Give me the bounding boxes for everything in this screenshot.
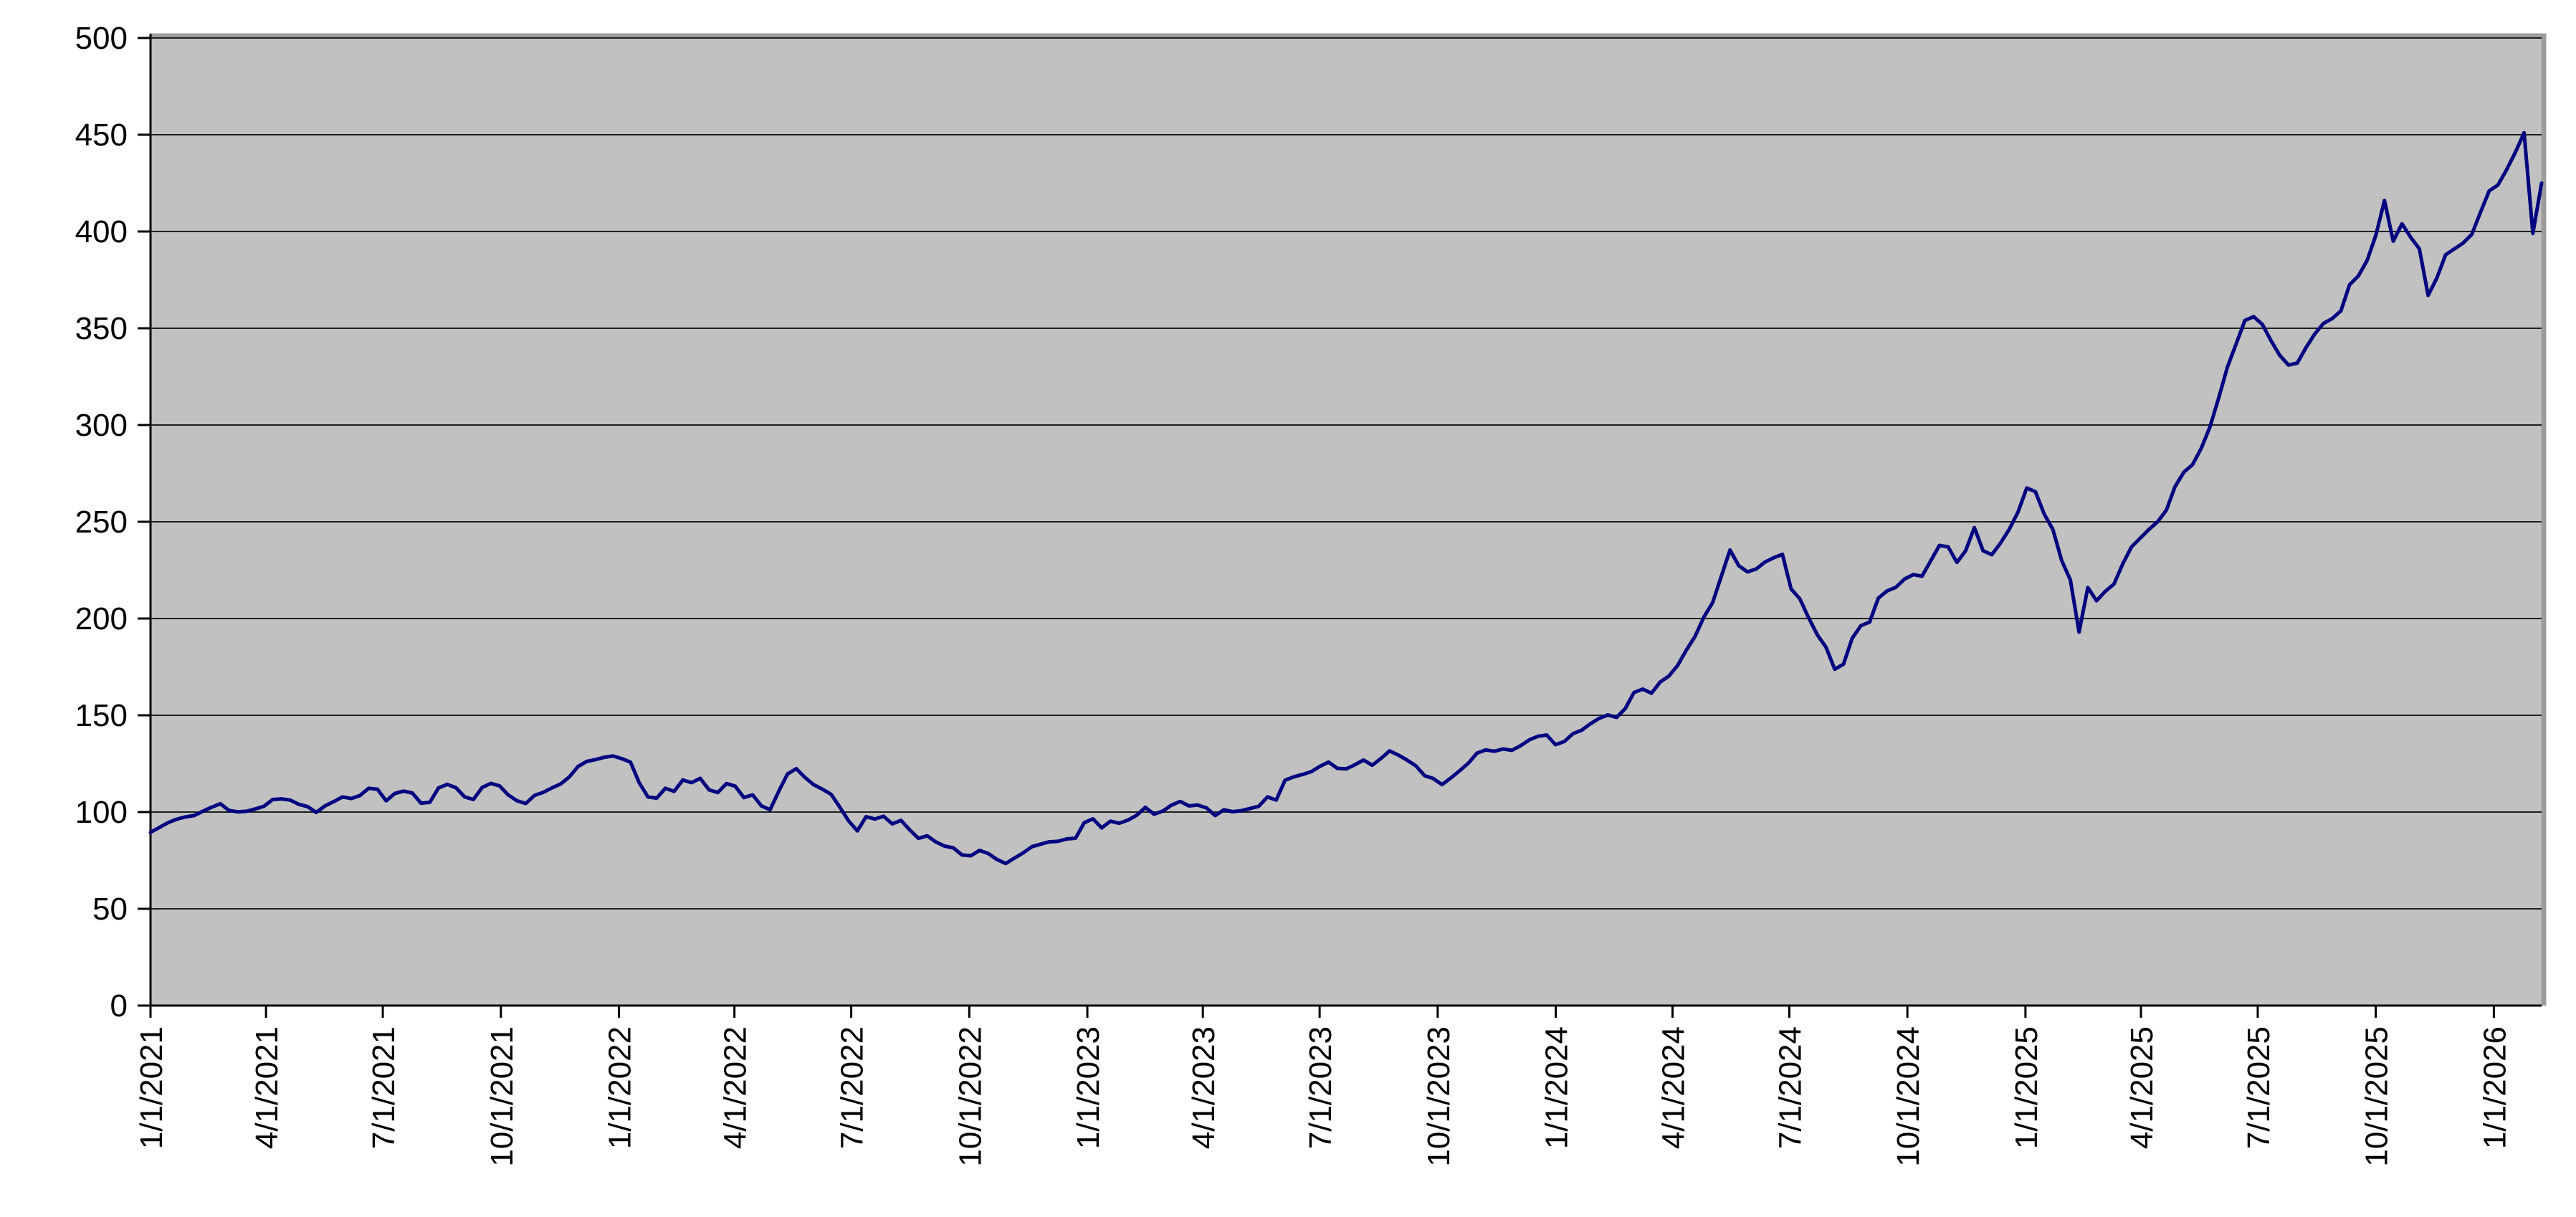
price-line <box>148 130 2544 866</box>
x-tick-label: 7/1/2024 <box>1773 1026 1808 1149</box>
x-tick-label: 1/1/2021 <box>134 1026 169 1149</box>
y-tick-label: 450 <box>75 118 128 153</box>
y-tick-label: 300 <box>75 408 128 443</box>
plot-area <box>151 33 2547 1006</box>
x-tick-label: 1/1/2025 <box>2009 1026 2044 1149</box>
x-tick-label: 10/1/2022 <box>953 1026 988 1167</box>
x-tick-label: 4/1/2022 <box>718 1026 753 1149</box>
price-line-series <box>148 130 2544 866</box>
x-tick-label: 4/1/2024 <box>1656 1026 1691 1149</box>
x-tick-label: 1/1/2022 <box>603 1026 638 1149</box>
y-tick-label: 50 <box>92 892 128 927</box>
y-tick-label: 200 <box>75 601 128 636</box>
y-tick-label: 500 <box>75 21 128 56</box>
x-tick-label: 7/1/2022 <box>835 1026 870 1149</box>
x-tick-label: 7/1/2023 <box>1303 1026 1338 1149</box>
x-tick-label: 1/1/2024 <box>1540 1026 1575 1149</box>
gridlines <box>151 37 2542 910</box>
x-tick-label: 4/1/2025 <box>2124 1026 2160 1149</box>
x-tick-label: 4/1/2021 <box>249 1026 285 1149</box>
x-axis-labels: 1/1/2021 4/1/2021 7/1/2021 10/1/2021 1/1/202… <box>134 1026 2512 1167</box>
axes <box>138 34 2542 1018</box>
x-tick-label: 1/1/2023 <box>1071 1026 1106 1149</box>
y-axis-labels: 0 50 100 150 200 250 300 350 400 450 500 <box>75 21 128 1023</box>
x-tick-label: 7/1/2021 <box>366 1026 401 1149</box>
y-tick-label: 0 <box>110 988 128 1023</box>
x-tick-label: 4/1/2023 <box>1186 1026 1221 1149</box>
y-tick-label: 400 <box>75 214 128 249</box>
x-tick-label: 7/1/2025 <box>2241 1026 2276 1149</box>
y-tick-label: 150 <box>75 698 128 733</box>
x-tick-label: 10/1/2023 <box>1421 1026 1456 1167</box>
y-tick-label: 350 <box>75 311 128 346</box>
y-tick-label: 100 <box>75 795 128 830</box>
y-tick-label: 250 <box>75 505 128 540</box>
x-tick-label: 1/1/2026 <box>2477 1026 2512 1149</box>
x-tick-label: 10/1/2021 <box>485 1026 520 1167</box>
x-tick-label: 10/1/2025 <box>2360 1026 2395 1167</box>
x-tick-label: 10/1/2024 <box>1891 1026 1926 1167</box>
